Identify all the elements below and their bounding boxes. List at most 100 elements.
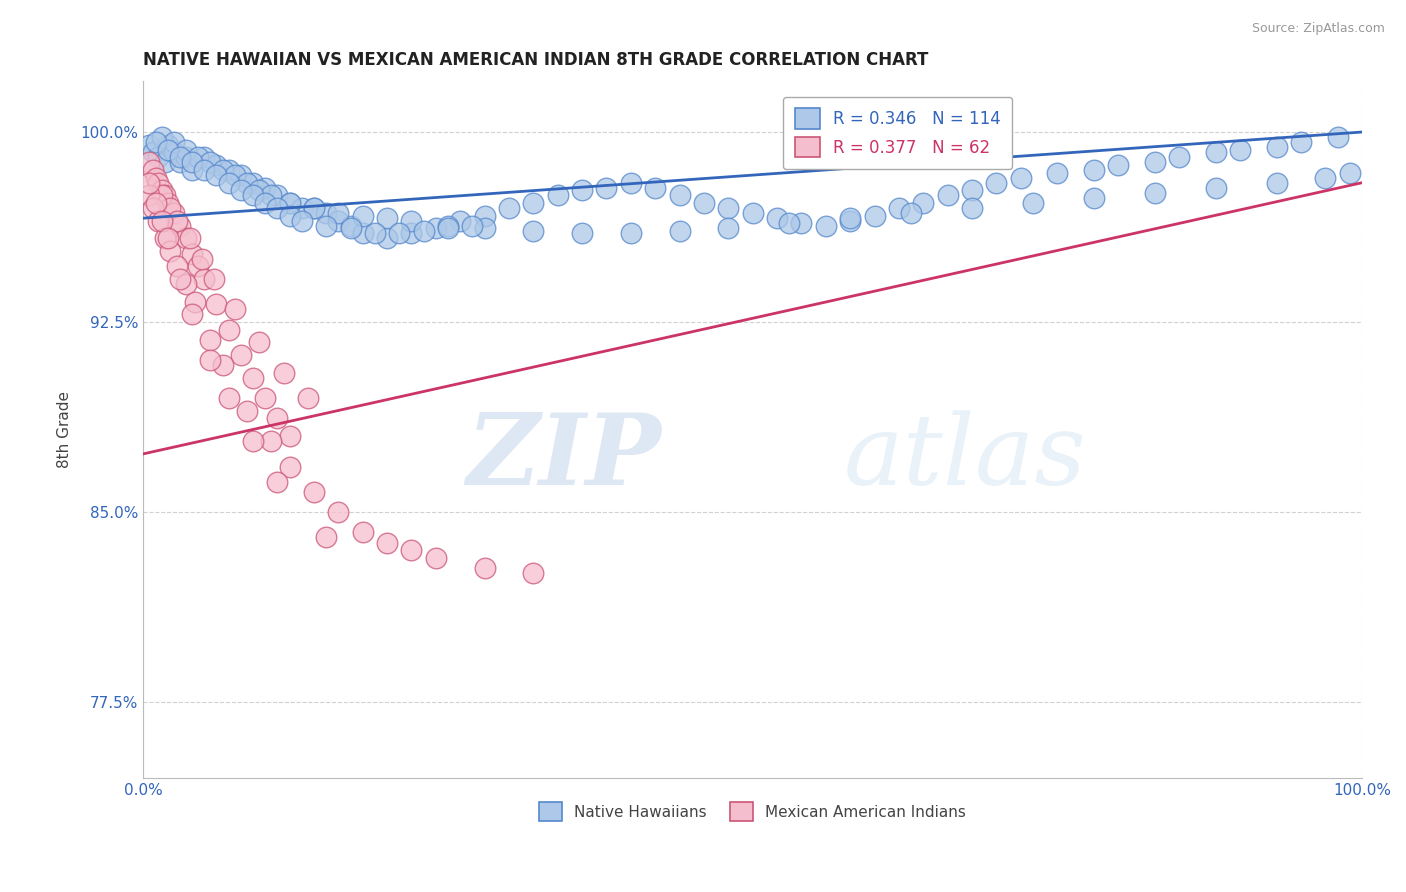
Point — [242, 371, 264, 385]
Point — [1229, 143, 1251, 157]
Point — [205, 297, 228, 311]
Point — [717, 221, 740, 235]
Point — [766, 211, 789, 226]
Point — [181, 163, 204, 178]
Point — [839, 211, 862, 226]
Point — [211, 163, 233, 178]
Point — [644, 181, 666, 195]
Point — [522, 224, 544, 238]
Point — [211, 358, 233, 372]
Point — [814, 219, 837, 233]
Point — [328, 206, 350, 220]
Point — [169, 272, 191, 286]
Point — [1143, 186, 1166, 200]
Point — [150, 213, 173, 227]
Point — [169, 150, 191, 164]
Point — [159, 244, 181, 259]
Point — [166, 260, 188, 274]
Point — [912, 196, 935, 211]
Point — [174, 277, 197, 291]
Point — [328, 505, 350, 519]
Text: atlas: atlas — [844, 410, 1087, 505]
Point — [668, 224, 690, 238]
Point — [254, 391, 277, 405]
Point — [218, 163, 240, 178]
Text: ZIP: ZIP — [467, 409, 661, 506]
Point — [474, 209, 496, 223]
Point — [229, 348, 252, 362]
Point — [375, 211, 398, 226]
Point — [242, 176, 264, 190]
Point — [352, 227, 374, 241]
Point — [302, 201, 325, 215]
Point — [218, 323, 240, 337]
Point — [522, 196, 544, 211]
Point — [339, 219, 361, 233]
Point — [297, 391, 319, 405]
Point — [278, 209, 301, 223]
Point — [693, 196, 716, 211]
Point — [260, 434, 283, 449]
Point — [146, 176, 169, 190]
Point — [437, 221, 460, 235]
Point — [960, 183, 983, 197]
Point — [461, 219, 484, 233]
Point — [364, 227, 387, 241]
Point — [163, 145, 186, 160]
Point — [839, 213, 862, 227]
Point — [181, 155, 204, 169]
Point — [425, 550, 447, 565]
Point — [620, 176, 643, 190]
Point — [790, 216, 813, 230]
Point — [156, 231, 179, 245]
Point — [266, 411, 288, 425]
Point — [218, 391, 240, 405]
Point — [352, 525, 374, 540]
Point — [205, 168, 228, 182]
Point — [522, 566, 544, 580]
Point — [1083, 191, 1105, 205]
Point — [425, 221, 447, 235]
Point — [278, 196, 301, 211]
Point — [1046, 165, 1069, 179]
Point — [181, 308, 204, 322]
Y-axis label: 8th Grade: 8th Grade — [58, 392, 72, 468]
Point — [193, 150, 215, 164]
Point — [266, 475, 288, 489]
Point — [1265, 140, 1288, 154]
Point — [169, 155, 191, 169]
Point — [254, 181, 277, 195]
Point — [315, 206, 337, 220]
Point — [266, 201, 288, 215]
Point — [138, 176, 160, 190]
Point — [437, 219, 460, 233]
Point — [163, 135, 186, 149]
Point — [960, 201, 983, 215]
Legend: Native Hawaiians, Mexican American Indians: Native Hawaiians, Mexican American India… — [527, 790, 979, 833]
Point — [242, 188, 264, 202]
Point — [242, 434, 264, 449]
Point — [229, 183, 252, 197]
Point — [155, 231, 177, 245]
Point — [474, 561, 496, 575]
Point — [145, 196, 167, 211]
Point — [741, 206, 763, 220]
Point — [191, 252, 214, 266]
Point — [166, 213, 188, 227]
Point — [1326, 130, 1348, 145]
Point — [187, 260, 209, 274]
Point — [174, 143, 197, 157]
Point — [1083, 163, 1105, 178]
Point — [200, 353, 222, 368]
Point — [150, 130, 173, 145]
Point — [412, 224, 434, 238]
Point — [155, 188, 177, 202]
Point — [142, 163, 165, 178]
Point — [202, 272, 225, 286]
Point — [179, 231, 201, 245]
Point — [138, 188, 160, 202]
Point — [218, 176, 240, 190]
Point — [291, 213, 314, 227]
Point — [193, 272, 215, 286]
Point — [146, 213, 169, 227]
